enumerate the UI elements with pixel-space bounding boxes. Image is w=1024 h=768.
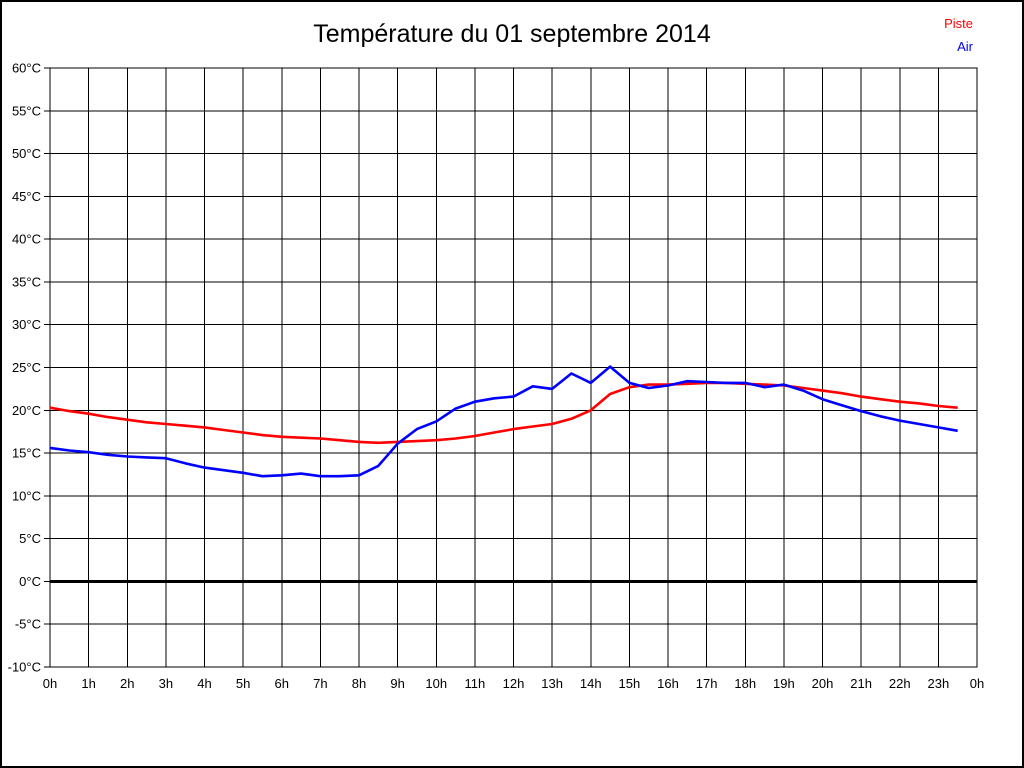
x-axis-label: 2h bbox=[120, 676, 134, 691]
x-axis-label: 10h bbox=[425, 676, 447, 691]
x-axis-label: 11h bbox=[465, 676, 486, 691]
y-axis-label: -10°C bbox=[8, 660, 41, 675]
y-axis-label: 15°C bbox=[12, 446, 41, 461]
x-axis-label: 14h bbox=[580, 676, 602, 691]
x-axis-label: 18h bbox=[734, 676, 756, 691]
x-axis-label: 4h bbox=[197, 676, 211, 691]
y-axis-label: 30°C bbox=[12, 317, 41, 332]
x-axis-label: 1h bbox=[81, 676, 95, 691]
y-axis-label: 40°C bbox=[12, 232, 41, 247]
legend-item-air: Air bbox=[957, 39, 973, 54]
y-axis-label: 45°C bbox=[12, 189, 41, 204]
x-axis-label: 15h bbox=[619, 676, 641, 691]
y-axis-label: 0°C bbox=[19, 574, 41, 589]
y-axis-label: 50°C bbox=[12, 146, 41, 161]
x-axis-label: 20h bbox=[812, 676, 834, 691]
x-axis-label: 6h bbox=[275, 676, 289, 691]
x-axis-label: 0h bbox=[43, 676, 57, 691]
x-axis-label: 13h bbox=[541, 676, 563, 691]
y-axis-label: -5°C bbox=[15, 617, 41, 632]
x-axis-label: 5h bbox=[236, 676, 250, 691]
legend: Piste Air bbox=[944, 12, 973, 58]
x-axis-label: 8h bbox=[352, 676, 366, 691]
x-axis-label: 17h bbox=[696, 676, 718, 691]
y-axis-label: 55°C bbox=[12, 103, 41, 118]
x-axis-label: 3h bbox=[159, 676, 173, 691]
x-axis-label: 23h bbox=[928, 676, 950, 691]
x-axis-label: 16h bbox=[657, 676, 679, 691]
x-axis-label: 22h bbox=[889, 676, 911, 691]
x-axis-label: 0h bbox=[970, 676, 984, 691]
legend-item-piste: Piste bbox=[944, 16, 973, 31]
y-axis-label: 10°C bbox=[12, 488, 41, 503]
y-axis-label: 35°C bbox=[12, 274, 41, 289]
x-axis-label: 21h bbox=[850, 676, 872, 691]
y-axis-label: 25°C bbox=[12, 360, 41, 375]
x-axis-label: 12h bbox=[503, 676, 525, 691]
x-axis-label: 9h bbox=[390, 676, 404, 691]
x-axis-label: 19h bbox=[773, 676, 795, 691]
y-axis-label: 60°C bbox=[12, 61, 41, 76]
x-axis-label: 7h bbox=[313, 676, 327, 691]
air-series-line bbox=[49, 365, 958, 478]
piste-series-line bbox=[49, 381, 958, 445]
y-axis-label: 20°C bbox=[12, 403, 41, 418]
chart-title: Température du 01 septembre 2014 bbox=[313, 20, 711, 48]
y-axis-label: 5°C bbox=[19, 531, 41, 546]
